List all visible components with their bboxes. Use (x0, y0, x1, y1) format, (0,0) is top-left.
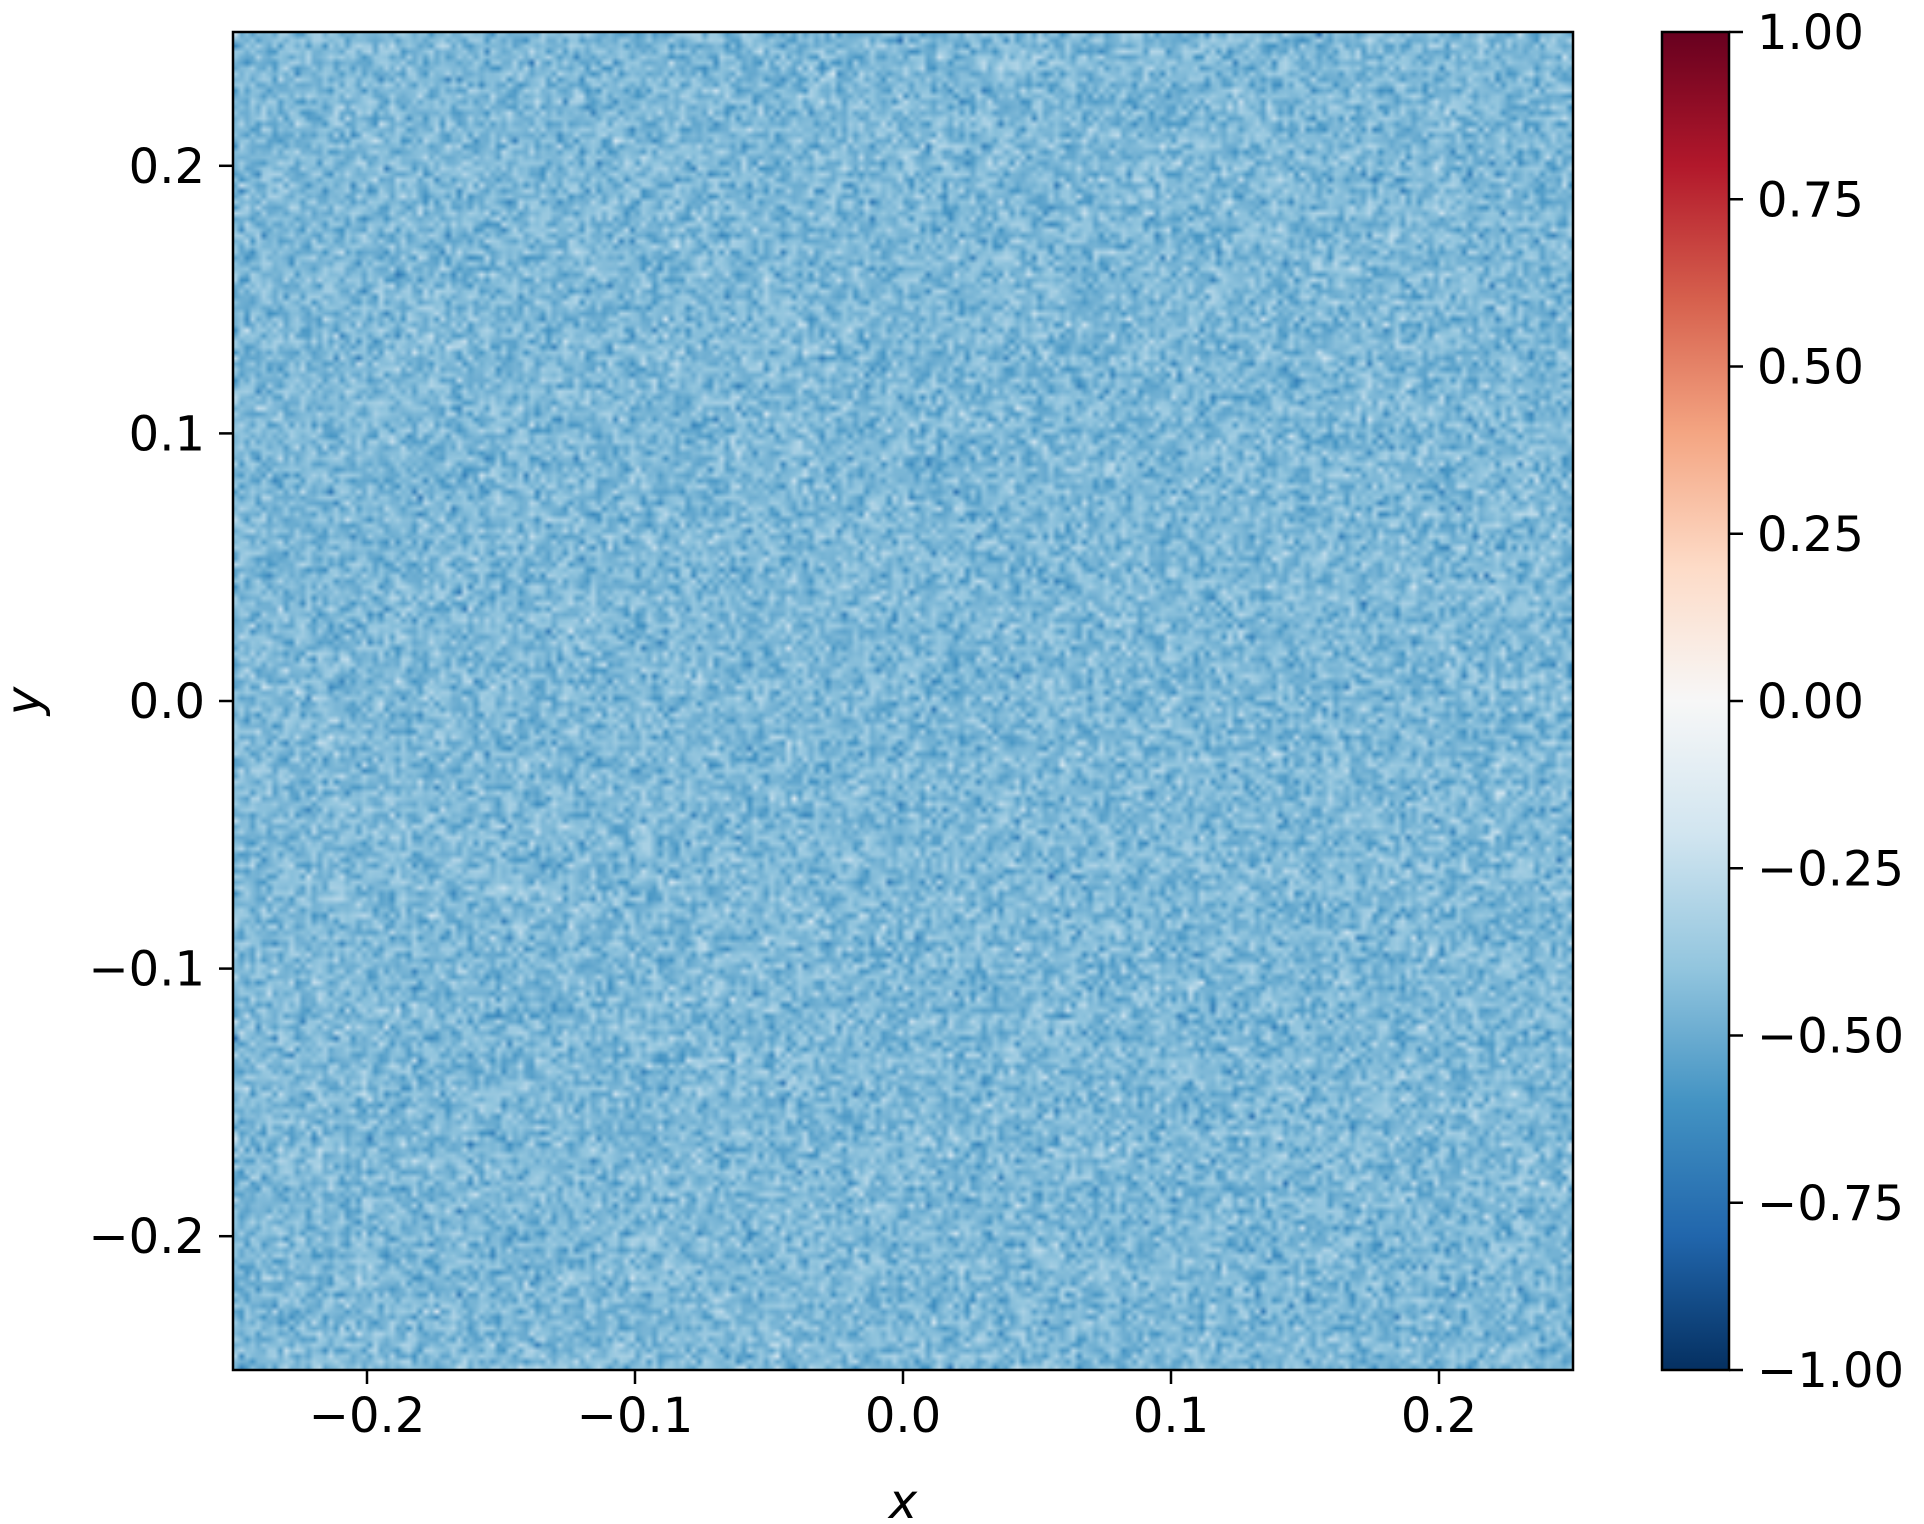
x-tick-label: −0.2 (309, 1388, 426, 1444)
colorbar-tick-label: −0.50 (1757, 1009, 1904, 1065)
x-tick-label: 0.2 (1401, 1388, 1477, 1444)
x-tick-label: −0.1 (577, 1388, 694, 1444)
colorbar (1660, 30, 1731, 1372)
y-axis-label: y (0, 686, 52, 717)
colorbar-gradient (1662, 32, 1729, 1370)
colorbar-tick-label: −0.75 (1757, 1176, 1904, 1232)
colorbar-tick-label: 0.75 (1757, 172, 1864, 228)
y-tick-label: 0.2 (129, 139, 205, 195)
colorbar-ticks: −1.00 −0.75 −0.50 −0.25 0.00 0.25 0.50 0.75 1.00 (1729, 5, 1904, 1399)
y-axis-ticks: −0.2 −0.1 0.0 0.1 0.2 (88, 139, 233, 1265)
colorbar-tick-label: −1.00 (1757, 1343, 1904, 1399)
x-axis-ticks: −0.2 −0.1 0.0 0.1 0.2 (309, 1370, 1477, 1444)
heatmap-plot-area (231, 30, 1575, 1372)
x-tick-label: 0.1 (1133, 1388, 1209, 1444)
colorbar-tick-label: 0.00 (1757, 674, 1864, 730)
y-tick-label: 0.0 (129, 674, 205, 730)
y-tick-label: −0.2 (88, 1209, 205, 1265)
colorbar-tick-label: 0.25 (1757, 507, 1864, 563)
x-tick-label: 0.0 (865, 1388, 941, 1444)
y-tick-label: 0.1 (129, 406, 205, 462)
heatmap-field (233, 32, 1573, 1370)
colorbar-tick-label: 0.50 (1757, 340, 1864, 396)
y-tick-label: −0.1 (88, 942, 205, 998)
colorbar-tick-label: 1.00 (1757, 5, 1864, 61)
colorbar-tick-label: −0.25 (1757, 841, 1904, 897)
x-axis-label: x (887, 1474, 918, 1524)
